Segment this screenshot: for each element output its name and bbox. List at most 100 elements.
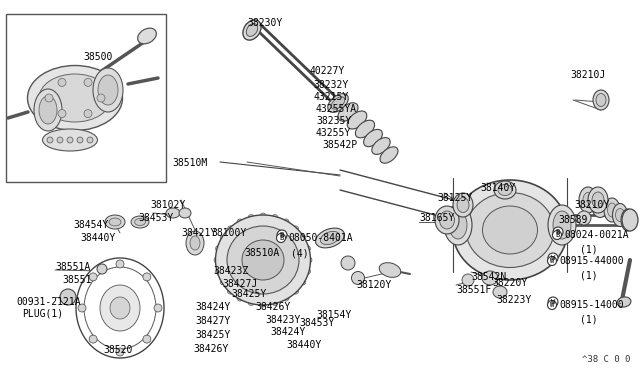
Text: 38423Z: 38423Z xyxy=(213,266,248,276)
Circle shape xyxy=(462,274,474,286)
Circle shape xyxy=(277,230,287,240)
Text: 38100Y: 38100Y xyxy=(211,228,246,238)
Circle shape xyxy=(116,260,124,268)
Text: (4): (4) xyxy=(291,248,308,258)
Text: 38542N: 38542N xyxy=(471,272,506,282)
Circle shape xyxy=(60,289,76,305)
Circle shape xyxy=(260,301,266,307)
Circle shape xyxy=(214,257,220,263)
Circle shape xyxy=(216,268,221,275)
Circle shape xyxy=(292,288,298,294)
Text: 38551A: 38551A xyxy=(55,262,90,272)
Text: (1): (1) xyxy=(580,314,598,324)
Text: 38542P: 38542P xyxy=(322,140,357,150)
Ellipse shape xyxy=(553,211,571,239)
Text: 38510A: 38510A xyxy=(244,248,279,258)
Circle shape xyxy=(57,137,63,143)
Text: 38421Y: 38421Y xyxy=(181,228,216,238)
Ellipse shape xyxy=(351,272,365,285)
Circle shape xyxy=(45,94,53,102)
Ellipse shape xyxy=(98,75,118,105)
Ellipse shape xyxy=(622,209,638,231)
Circle shape xyxy=(87,137,93,143)
Ellipse shape xyxy=(110,297,130,319)
Text: 38424Y: 38424Y xyxy=(195,302,230,312)
Text: 38425Y: 38425Y xyxy=(195,330,230,340)
Circle shape xyxy=(227,226,234,232)
Ellipse shape xyxy=(28,65,122,131)
Ellipse shape xyxy=(482,271,498,285)
Text: 38125Y: 38125Y xyxy=(437,193,472,203)
Text: 38551F: 38551F xyxy=(456,285,492,295)
Circle shape xyxy=(548,253,558,263)
Ellipse shape xyxy=(604,198,620,222)
Text: PLUG(1): PLUG(1) xyxy=(22,309,63,319)
Circle shape xyxy=(220,235,226,241)
Ellipse shape xyxy=(93,68,123,112)
Text: 38154Y: 38154Y xyxy=(316,310,351,320)
Text: 38551: 38551 xyxy=(62,275,92,285)
Circle shape xyxy=(547,257,557,266)
Circle shape xyxy=(143,273,151,281)
Ellipse shape xyxy=(380,147,398,163)
Ellipse shape xyxy=(452,180,568,280)
Text: 43255YA: 43255YA xyxy=(316,104,357,114)
Ellipse shape xyxy=(493,286,507,298)
Ellipse shape xyxy=(186,231,204,255)
Text: B: B xyxy=(280,232,284,238)
Ellipse shape xyxy=(216,215,310,305)
Text: B: B xyxy=(556,229,560,235)
Text: 38510M: 38510M xyxy=(172,158,207,168)
Circle shape xyxy=(548,297,558,307)
Ellipse shape xyxy=(607,203,616,217)
Circle shape xyxy=(272,215,278,221)
Ellipse shape xyxy=(372,138,390,154)
Circle shape xyxy=(553,227,563,237)
Ellipse shape xyxy=(355,120,374,138)
Ellipse shape xyxy=(617,297,631,307)
Text: 38520: 38520 xyxy=(103,345,132,355)
Text: 38453Y: 38453Y xyxy=(299,318,334,328)
Ellipse shape xyxy=(592,192,604,208)
Ellipse shape xyxy=(227,226,299,294)
Circle shape xyxy=(47,137,53,143)
Ellipse shape xyxy=(332,97,345,109)
Text: B: B xyxy=(555,232,559,238)
Text: 08915-44000: 08915-44000 xyxy=(559,256,623,266)
Ellipse shape xyxy=(483,206,538,254)
Ellipse shape xyxy=(548,205,576,245)
Circle shape xyxy=(237,295,243,301)
Circle shape xyxy=(305,246,310,251)
Circle shape xyxy=(84,110,92,118)
Ellipse shape xyxy=(84,267,156,349)
Text: 38427Y: 38427Y xyxy=(195,316,230,326)
Text: B: B xyxy=(279,235,283,241)
Text: 43255Y: 43255Y xyxy=(316,128,351,138)
Ellipse shape xyxy=(596,93,606,106)
Ellipse shape xyxy=(624,214,632,227)
Circle shape xyxy=(227,288,234,294)
Text: 38589: 38589 xyxy=(558,215,588,225)
Ellipse shape xyxy=(380,263,401,278)
Text: 38223Y: 38223Y xyxy=(496,295,531,305)
Text: 38235Y: 38235Y xyxy=(316,116,351,126)
Text: 38210J: 38210J xyxy=(570,70,605,80)
Text: 38426Y: 38426Y xyxy=(255,302,291,312)
Ellipse shape xyxy=(588,187,608,213)
Ellipse shape xyxy=(593,90,609,110)
Text: 38424Y: 38424Y xyxy=(270,327,305,337)
Ellipse shape xyxy=(338,103,358,121)
Text: 38423Y: 38423Y xyxy=(265,315,300,325)
Ellipse shape xyxy=(579,187,597,213)
Ellipse shape xyxy=(246,23,258,36)
Circle shape xyxy=(283,295,289,301)
Circle shape xyxy=(272,299,278,305)
Ellipse shape xyxy=(466,192,554,267)
Text: 00931-2121A: 00931-2121A xyxy=(16,297,81,307)
Ellipse shape xyxy=(449,211,467,239)
Text: W: W xyxy=(550,302,554,308)
Text: 38454Y: 38454Y xyxy=(73,220,108,230)
Text: 08024-0021A: 08024-0021A xyxy=(564,230,628,240)
Text: 38232Y: 38232Y xyxy=(313,80,348,90)
Text: 38427J: 38427J xyxy=(222,279,257,289)
